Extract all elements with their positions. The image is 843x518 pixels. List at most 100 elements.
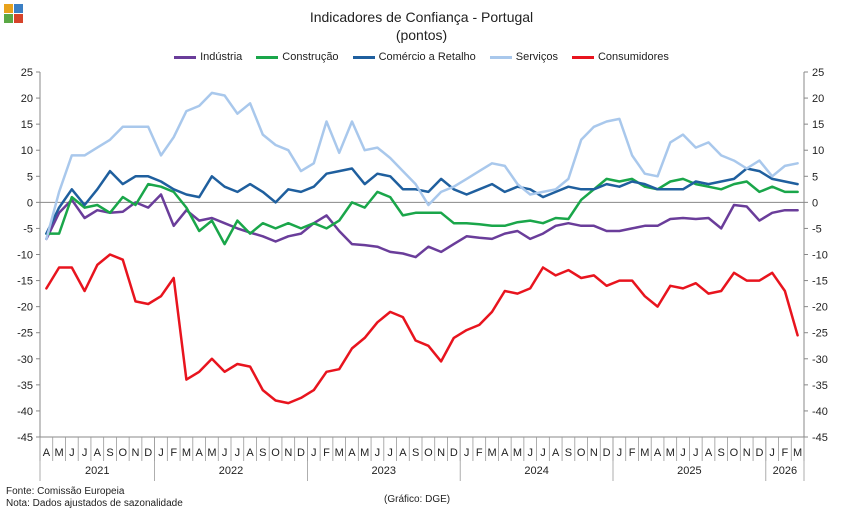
month-label: M — [182, 447, 191, 459]
y-tick-label: -5 — [23, 223, 33, 235]
y2-tick-label: 15 — [812, 119, 824, 131]
month-label: A — [399, 447, 407, 459]
month-label: S — [259, 447, 266, 459]
month-label: N — [743, 447, 751, 459]
month-label: O — [271, 447, 280, 459]
month-label: J — [235, 447, 241, 459]
y-tick-label: -35 — [17, 380, 33, 392]
month-label: M — [487, 447, 496, 459]
y-tick-label: -45 — [17, 432, 33, 444]
month-label: S — [565, 447, 572, 459]
month-label: M — [207, 447, 216, 459]
month-label: N — [590, 447, 598, 459]
month-label: A — [501, 447, 509, 459]
y-tick-label: 20 — [21, 93, 33, 105]
y-tick-label: 0 — [27, 197, 33, 209]
month-label: N — [437, 447, 445, 459]
month-label: A — [94, 447, 102, 459]
month-label: M — [513, 447, 522, 459]
y2-tick-label: 5 — [812, 171, 818, 183]
month-label: O — [730, 447, 739, 459]
month-label: M — [640, 447, 649, 459]
month-label: F — [629, 447, 636, 459]
month-label: F — [476, 447, 483, 459]
month-label: J — [617, 447, 623, 459]
y2-tick-label: -5 — [812, 223, 822, 235]
month-label: J — [464, 447, 470, 459]
y-tick-label: 15 — [21, 119, 33, 131]
year-label: 2021 — [85, 465, 109, 477]
series-line — [46, 255, 797, 404]
month-label: J — [82, 447, 88, 459]
y2-tick-label: -45 — [812, 432, 828, 444]
month-label: S — [718, 447, 725, 459]
y2-tick-label: -40 — [812, 406, 828, 418]
month-label: F — [323, 447, 330, 459]
y2-tick-label: 10 — [812, 145, 824, 157]
month-label: J — [527, 447, 533, 459]
month-label: J — [222, 447, 228, 459]
month-label: A — [246, 447, 254, 459]
month-label: F — [170, 447, 177, 459]
year-label: 2024 — [524, 465, 548, 477]
y-tick-label: 10 — [21, 145, 33, 157]
year-label: 2026 — [773, 465, 797, 477]
y-tick-label: -30 — [17, 354, 33, 366]
y-tick-label: -25 — [17, 328, 33, 340]
month-label: N — [132, 447, 140, 459]
month-label: S — [412, 447, 419, 459]
month-label: D — [144, 447, 152, 459]
month-label: J — [387, 447, 393, 459]
month-label: A — [552, 447, 560, 459]
month-label: S — [106, 447, 113, 459]
month-label: J — [69, 447, 75, 459]
month-label: A — [705, 447, 713, 459]
y2-tick-label: -15 — [812, 276, 828, 288]
y2-tick-label: -30 — [812, 354, 828, 366]
month-label: A — [348, 447, 356, 459]
y-tick-label: -15 — [17, 276, 33, 288]
month-label: M — [335, 447, 344, 459]
year-label: 2023 — [372, 465, 396, 477]
month-label: O — [118, 447, 127, 459]
month-label: M — [360, 447, 369, 459]
month-label: J — [540, 447, 546, 459]
month-label: M — [666, 447, 675, 459]
series-line — [46, 169, 797, 234]
month-label: F — [782, 447, 789, 459]
month-label: A — [43, 447, 51, 459]
y2-tick-label: 25 — [812, 67, 824, 79]
series-line — [46, 195, 797, 258]
month-label: J — [693, 447, 699, 459]
month-label: A — [195, 447, 203, 459]
y-tick-label: 5 — [27, 171, 33, 183]
y2-tick-label: -10 — [812, 250, 828, 262]
chart-credit: (Gráfico: DGE) — [384, 494, 450, 505]
y2-tick-label: 20 — [812, 93, 824, 105]
month-label: M — [793, 447, 802, 459]
month-label: J — [158, 447, 164, 459]
month-label: A — [654, 447, 662, 459]
month-label: M — [55, 447, 64, 459]
y2-tick-label: -25 — [812, 328, 828, 340]
month-label: O — [577, 447, 586, 459]
source-note: Fonte: Comissão Europeia — [6, 486, 124, 498]
month-label: J — [375, 447, 381, 459]
y-tick-label: -40 — [17, 406, 33, 418]
month-label: J — [311, 447, 317, 459]
year-label: 2025 — [677, 465, 701, 477]
y-tick-label: 25 — [21, 67, 33, 79]
adjustment-note: Nota: Dados ajustados de sazonalidade — [6, 498, 183, 510]
month-label: N — [284, 447, 292, 459]
y2-tick-label: -20 — [812, 302, 828, 314]
y-tick-label: -10 — [17, 250, 33, 262]
y2-tick-label: -35 — [812, 380, 828, 392]
month-label: D — [297, 447, 305, 459]
month-label: D — [755, 447, 763, 459]
month-label: J — [769, 447, 775, 459]
month-label: O — [424, 447, 433, 459]
month-label: D — [603, 447, 611, 459]
month-label: D — [450, 447, 458, 459]
year-label: 2022 — [219, 465, 243, 477]
